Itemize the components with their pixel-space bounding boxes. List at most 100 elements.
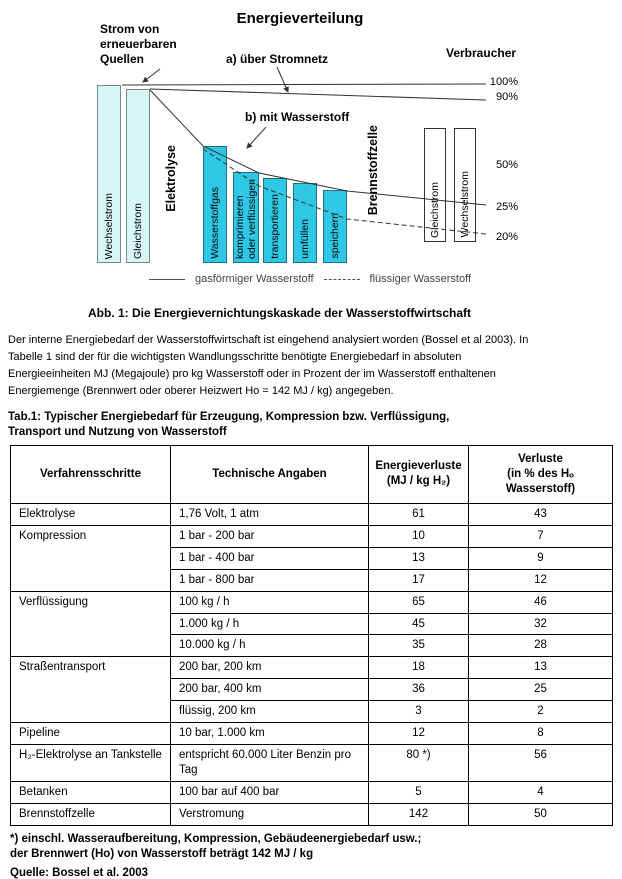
grid-path-label: a) über Stromnetz [226, 52, 329, 66]
table-row: 1.000 kg / h 45 32 [11, 612, 613, 636]
chart-bar-4: transportieren [263, 177, 287, 263]
loss-percent-cell: 56 [468, 744, 613, 782]
legend-label-liquid: flüssiger Wasserstoff [369, 273, 472, 285]
process-step-cell: Elektrolyse [10, 502, 171, 526]
tech-detail-cell: entspricht 60.000 Liter Benzin pro Tag [170, 744, 369, 782]
energy-loss-cell: 5 [368, 781, 469, 804]
stage-label-fuel-cell: Brennstoffzelle [360, 110, 386, 230]
line-100-percent [121, 83, 487, 86]
table-row: flüssig, 200 km 3 2 [11, 700, 613, 724]
loss-percent-cell: 46 [468, 590, 613, 614]
energy-loss-cell: 36 [368, 678, 469, 702]
axis-tick-100: 100% [489, 76, 518, 88]
chart-bar-1: Gleichstrom [126, 88, 150, 263]
tech-detail-cell: 1,76 Volt, 1 atm [170, 502, 369, 526]
bar-label: Wechselstrom [458, 171, 471, 238]
stage-label-text: Brennstoffzelle [365, 124, 380, 216]
table-row: 1 bar - 800 bar 17 12 [11, 568, 613, 592]
energy-loss-cell: 10 [368, 524, 469, 548]
tech-detail-cell: 100 kg / h [170, 590, 369, 614]
header-verluste-prozent: Verluste (in % des Hₒ Wasserstoff) [468, 445, 613, 504]
figure-caption: Abb. 1: Die Energievernichtungskaskade d… [88, 306, 471, 320]
source-citation: Quelle: Bossel et al. 2003 [10, 866, 149, 879]
energy-loss-cell: 35 [368, 634, 469, 658]
energy-loss-cell: 80 *) [368, 744, 469, 782]
energy-loss-cell: 61 [368, 502, 469, 526]
energy-loss-cell: 12 [368, 722, 469, 746]
loss-percent-cell: 8 [468, 722, 613, 746]
tech-detail-cell: 10 bar, 1.000 km [170, 722, 369, 746]
loss-percent-cell: 13 [468, 656, 613, 680]
chart-bar-8: Wechselstrom [454, 127, 476, 242]
table-row: H₂-Elektrolyse an Tankstelle entspricht 6… [10, 744, 613, 782]
table-row: Betanken 100 bar auf 400 bar 5 4 [10, 781, 613, 804]
tech-detail-cell: 1.000 kg / h [170, 612, 369, 636]
loss-percent-cell: 4 [468, 781, 613, 804]
process-step-cell: Pipeline [10, 722, 171, 746]
bar-label: speichern [328, 213, 341, 259]
energy-loss-cell: 45 [368, 612, 469, 636]
table-row: Elektrolyse 1,76 Volt, 1 atm 61 43 [10, 502, 613, 526]
table-row: Brennstoffzelle Verstromung 142 50 [10, 802, 613, 826]
tech-detail-cell: 200 bar, 200 km [170, 656, 369, 680]
bar-label: transportieren [268, 194, 281, 259]
chart-bar-6: speichern [323, 190, 347, 263]
figure-energy-distribution: Energieverteilung Strom von erneuerbaren… [0, 0, 622, 300]
bar-label: Wechselstrom [102, 192, 115, 259]
loss-percent-cell: 7 [468, 524, 613, 548]
consumer-label: Verbraucher [446, 46, 517, 60]
legend-dashed-line-sample [323, 278, 360, 280]
bar-label: Gleichstrom [131, 202, 144, 259]
energy-loss-cell: 142 [368, 802, 469, 826]
process-step-cell: Brennstoffzelle [10, 802, 171, 826]
axis-tick-50: 50% [495, 159, 518, 171]
hydrogen-path-arrow [246, 126, 267, 149]
table-row: Kompression 1 bar - 200 bar 10 7 [10, 524, 613, 592]
figure-title: Energieverteilung [236, 10, 364, 27]
loss-percent-cell: 25 [468, 678, 613, 702]
chart-legend: gasförmiger Wasserstoff flüssiger Wasser… [95, 273, 525, 285]
tech-detail-cell: Verstromung [170, 802, 369, 826]
tech-detail-cell: 200 bar, 400 km [170, 678, 369, 702]
loss-percent-cell: 2 [468, 700, 613, 724]
axis-tick-20: 20% [495, 231, 518, 243]
bar-label: umfüllen [298, 219, 311, 259]
loss-percent-cell: 50 [468, 802, 613, 826]
energy-loss-cell: 13 [368, 546, 469, 570]
table-row: Pipeline 10 bar, 1.000 km 12 8 [10, 722, 613, 746]
stage-label-electrolysis: Elektrolyse [158, 128, 184, 228]
chart-bar-2: Wasserstoffgas [203, 145, 227, 263]
table-body: Elektrolyse 1,76 Volt, 1 atm 61 43 Kompressi… [10, 502, 613, 826]
table-title: Tab.1: Typischer Energiebedarf für Erzeu… [8, 411, 450, 438]
loss-percent-cell: 43 [468, 502, 613, 526]
bar-label: Gleichstrom [428, 181, 441, 238]
table-row: Straßentransport 200 bar, 200 km 18 13 [10, 656, 613, 724]
table-header-row: Verfahrensschritte Technische Angaben En… [10, 445, 613, 504]
process-step-cell: Betanken [10, 781, 171, 804]
process-step-cell: H₂-Elektrolyse an Tankstelle [10, 744, 171, 782]
tech-detail-cell: flüssig, 200 km [170, 700, 369, 724]
header-technische-angaben: Technische Angaben [170, 445, 369, 504]
chart-bar-0: Wechselstrom [97, 85, 121, 263]
process-step-cell: Verflüssigung [10, 590, 171, 658]
header-energieverluste: Energieverluste (MJ / kg H₂) [368, 445, 469, 504]
chart-bar-7: Gleichstrom [424, 127, 446, 242]
loss-percent-cell: 12 [468, 568, 613, 592]
axis-tick-90: 90% [495, 91, 518, 103]
hydrogen-path-label: b) mit Wasserstoff [245, 110, 350, 124]
bar-label: Wasserstoffgas [208, 187, 221, 259]
stage-label-text: Elektrolyse [163, 144, 178, 212]
energy-loss-cell: 3 [368, 700, 469, 724]
table-row: Verflüssigung 100 kg / h 65 46 [10, 590, 613, 658]
body-paragraph: Der interne Energiebedarf der Wasserstof… [8, 334, 529, 397]
tech-detail-cell: 100 bar auf 400 bar [170, 781, 369, 804]
energy-loss-cell: 65 [368, 590, 469, 614]
axis-tick-25: 25% [495, 201, 518, 213]
tech-detail-cell: 1 bar - 800 bar [170, 568, 369, 592]
loss-percent-cell: 28 [468, 634, 613, 658]
process-step-cell: Straßentransport [10, 656, 171, 724]
table-row: 1 bar - 400 bar 13 9 [11, 546, 613, 570]
renewable-source-label: Strom von erneuerbaren Quellen [100, 22, 177, 66]
source-arrow [142, 68, 161, 83]
